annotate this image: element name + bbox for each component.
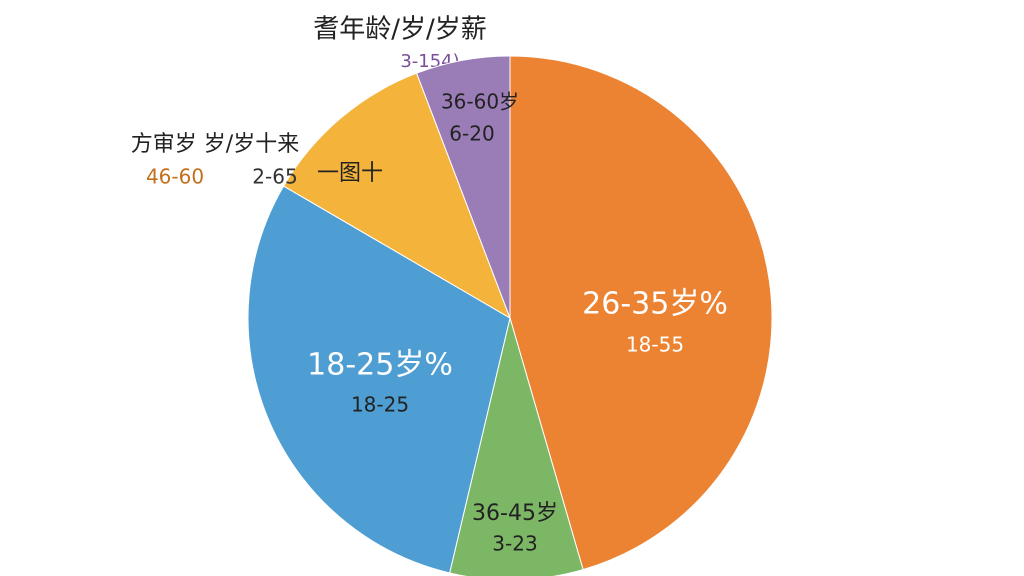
pie-slice	[415, 55, 511, 319]
chart-title: 耆年龄/岁/岁薪	[313, 15, 487, 45]
slice-label: 26-35岁%	[582, 287, 728, 322]
slice-label: 36-45岁	[472, 501, 558, 526]
pie-slice	[247, 185, 511, 574]
slice-sublabel: 3-23	[492, 532, 537, 556]
slice-sublabel: 18-25	[351, 393, 409, 417]
pie-slice	[509, 55, 773, 571]
slice-sublabel: 2-65	[252, 165, 297, 189]
pie-slice	[282, 72, 511, 320]
pie-slice	[449, 316, 584, 576]
slice-label: 18-25岁%	[307, 348, 453, 383]
slice-sublabel: 6-20	[449, 122, 494, 146]
slice-sublabel: 18-55	[626, 333, 684, 357]
annotation: 方审岁 岁/岁十来	[131, 132, 299, 157]
slice-label: 46-60	[146, 165, 204, 189]
annotation: 一图十	[317, 161, 383, 186]
slice-label: 36-60岁	[441, 90, 519, 114]
